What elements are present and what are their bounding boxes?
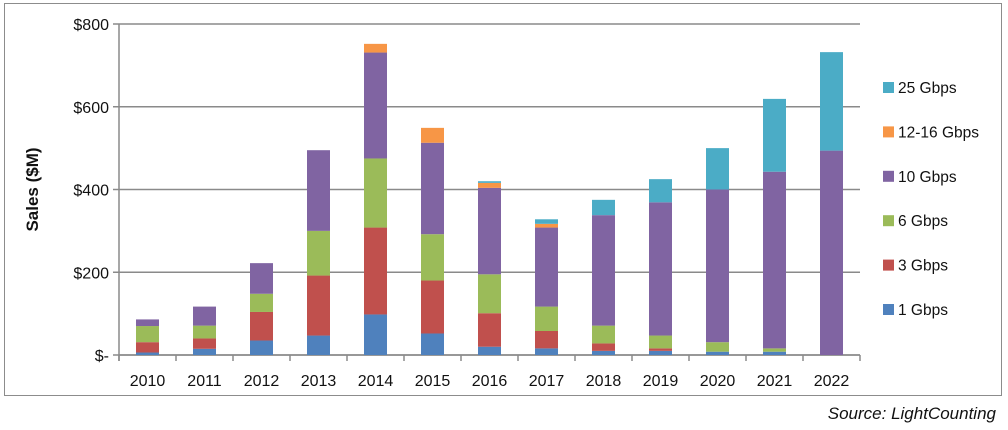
bar-segment-3-gbps: [592, 343, 615, 351]
bar-segment-10-gbps: [763, 171, 786, 349]
bar-segment-6-gbps: [421, 234, 444, 281]
bar-segment-10-gbps: [649, 202, 672, 336]
legend-swatch: [883, 126, 894, 138]
bar-segment-25-gbps: [706, 148, 729, 190]
legend-swatch: [883, 304, 894, 315]
x-tick-label: 2016: [472, 373, 508, 390]
bar-segment-1-gbps: [193, 348, 216, 355]
x-tick-label: 2015: [415, 373, 451, 390]
bar-segment-25-gbps: [592, 199, 615, 216]
legend-label: 25 Gbps: [898, 80, 957, 97]
x-tick-label: 2018: [586, 373, 622, 390]
bar-segment-10-gbps: [250, 263, 273, 294]
bar-segment-6-gbps: [706, 342, 729, 352]
legend-label: 10 Gbps: [898, 169, 957, 186]
legend-swatch: [883, 259, 894, 271]
bar-segment-3-gbps: [250, 311, 273, 341]
y-tick-label: $200: [73, 265, 109, 282]
legend-swatch: [883, 82, 894, 93]
bar-segment-6-gbps: [592, 325, 615, 344]
bar-segment-10-gbps: [364, 52, 387, 159]
bar-segment-3-gbps: [421, 280, 444, 334]
bar-segment-1-gbps: [649, 350, 672, 355]
bar-segment-3-gbps: [478, 313, 501, 347]
bar-segment-1-gbps: [421, 333, 444, 355]
bar-segment-3-gbps: [649, 348, 672, 351]
bar-segment-6-gbps: [307, 230, 330, 276]
x-tick-label: 2013: [301, 373, 337, 390]
bar-segment-25-gbps: [535, 219, 558, 224]
bar-segment-10-gbps: [478, 187, 501, 275]
bar-segment-6-gbps: [136, 326, 159, 343]
bar-segment-25-gbps: [478, 181, 501, 183]
legend-swatch: [883, 170, 894, 182]
bar-segment-6-gbps: [364, 158, 387, 228]
legend-label: 12-16 Gbps: [898, 124, 979, 141]
bar-segment-6-gbps: [193, 325, 216, 339]
legend-label: 6 Gbps: [898, 213, 948, 230]
y-tick-label: $-: [95, 348, 109, 365]
y-tick-label: $800: [73, 17, 109, 34]
bar-segment-25-gbps: [820, 52, 843, 151]
bar-segment-3-gbps: [136, 342, 159, 353]
legend-label: 1 Gbps: [898, 302, 948, 319]
bar-segment-10-gbps: [592, 215, 615, 326]
bar-segment-3-gbps: [364, 227, 387, 315]
bar-segment-10-gbps: [307, 150, 330, 231]
bar-segment-10-gbps: [820, 150, 843, 355]
bar-segment-12-16-gbps: [535, 223, 558, 228]
bar-segment-1-gbps: [307, 335, 330, 355]
x-tick-label: 2020: [700, 373, 736, 390]
x-tick-label: 2012: [244, 373, 280, 390]
bar-segment-6-gbps: [250, 293, 273, 312]
bar-segment-6-gbps: [763, 348, 786, 352]
bar-segment-25-gbps: [763, 98, 786, 172]
x-tick-label: 2011: [187, 373, 222, 390]
bar-segment-6-gbps: [649, 335, 672, 349]
x-tick-label: 2014: [358, 373, 394, 390]
x-tick-label: 2019: [643, 373, 679, 390]
bar-segment-10-gbps: [421, 142, 444, 235]
bar-segment-1-gbps: [250, 340, 273, 355]
bar-segment-1-gbps: [364, 314, 387, 355]
bar-segment-10-gbps: [193, 306, 216, 326]
x-tick-label: 2010: [130, 373, 166, 390]
bar-segment-10-gbps: [535, 227, 558, 307]
bar-segment-12-16-gbps: [421, 127, 444, 143]
x-tick-label: 2022: [814, 373, 850, 390]
bar-segment-12-16-gbps: [478, 182, 501, 188]
bar-segment-25-gbps: [649, 179, 672, 203]
y-axis-title: Sales ($M): [23, 147, 42, 231]
y-tick-label: $400: [73, 183, 109, 200]
x-tick-label: 2017: [529, 373, 565, 390]
bar-segment-1-gbps: [763, 351, 786, 355]
bar-segment-10-gbps: [706, 189, 729, 343]
source-note: Source: LightCounting: [827, 404, 996, 423]
legend-label: 3 Gbps: [898, 258, 948, 275]
bar-segment-3-gbps: [535, 331, 558, 349]
legend-swatch: [883, 215, 894, 227]
chart-frame: [4, 3, 1002, 396]
bar-segment-1-gbps: [478, 346, 501, 355]
bar-segment-6-gbps: [478, 274, 501, 314]
bar-segment-1-gbps: [592, 350, 615, 355]
x-tick-label: 2021: [757, 373, 793, 390]
y-tick-label: $600: [73, 100, 109, 117]
bar-segment-3-gbps: [193, 338, 216, 349]
bar-segment-3-gbps: [307, 275, 330, 336]
bar-segment-10-gbps: [136, 319, 159, 327]
bar-segment-12-16-gbps: [364, 43, 387, 53]
bar-segment-1-gbps: [136, 352, 159, 355]
bar-segment-6-gbps: [535, 306, 558, 332]
bar-segment-1-gbps: [706, 351, 729, 355]
bar-segment-1-gbps: [535, 348, 558, 355]
